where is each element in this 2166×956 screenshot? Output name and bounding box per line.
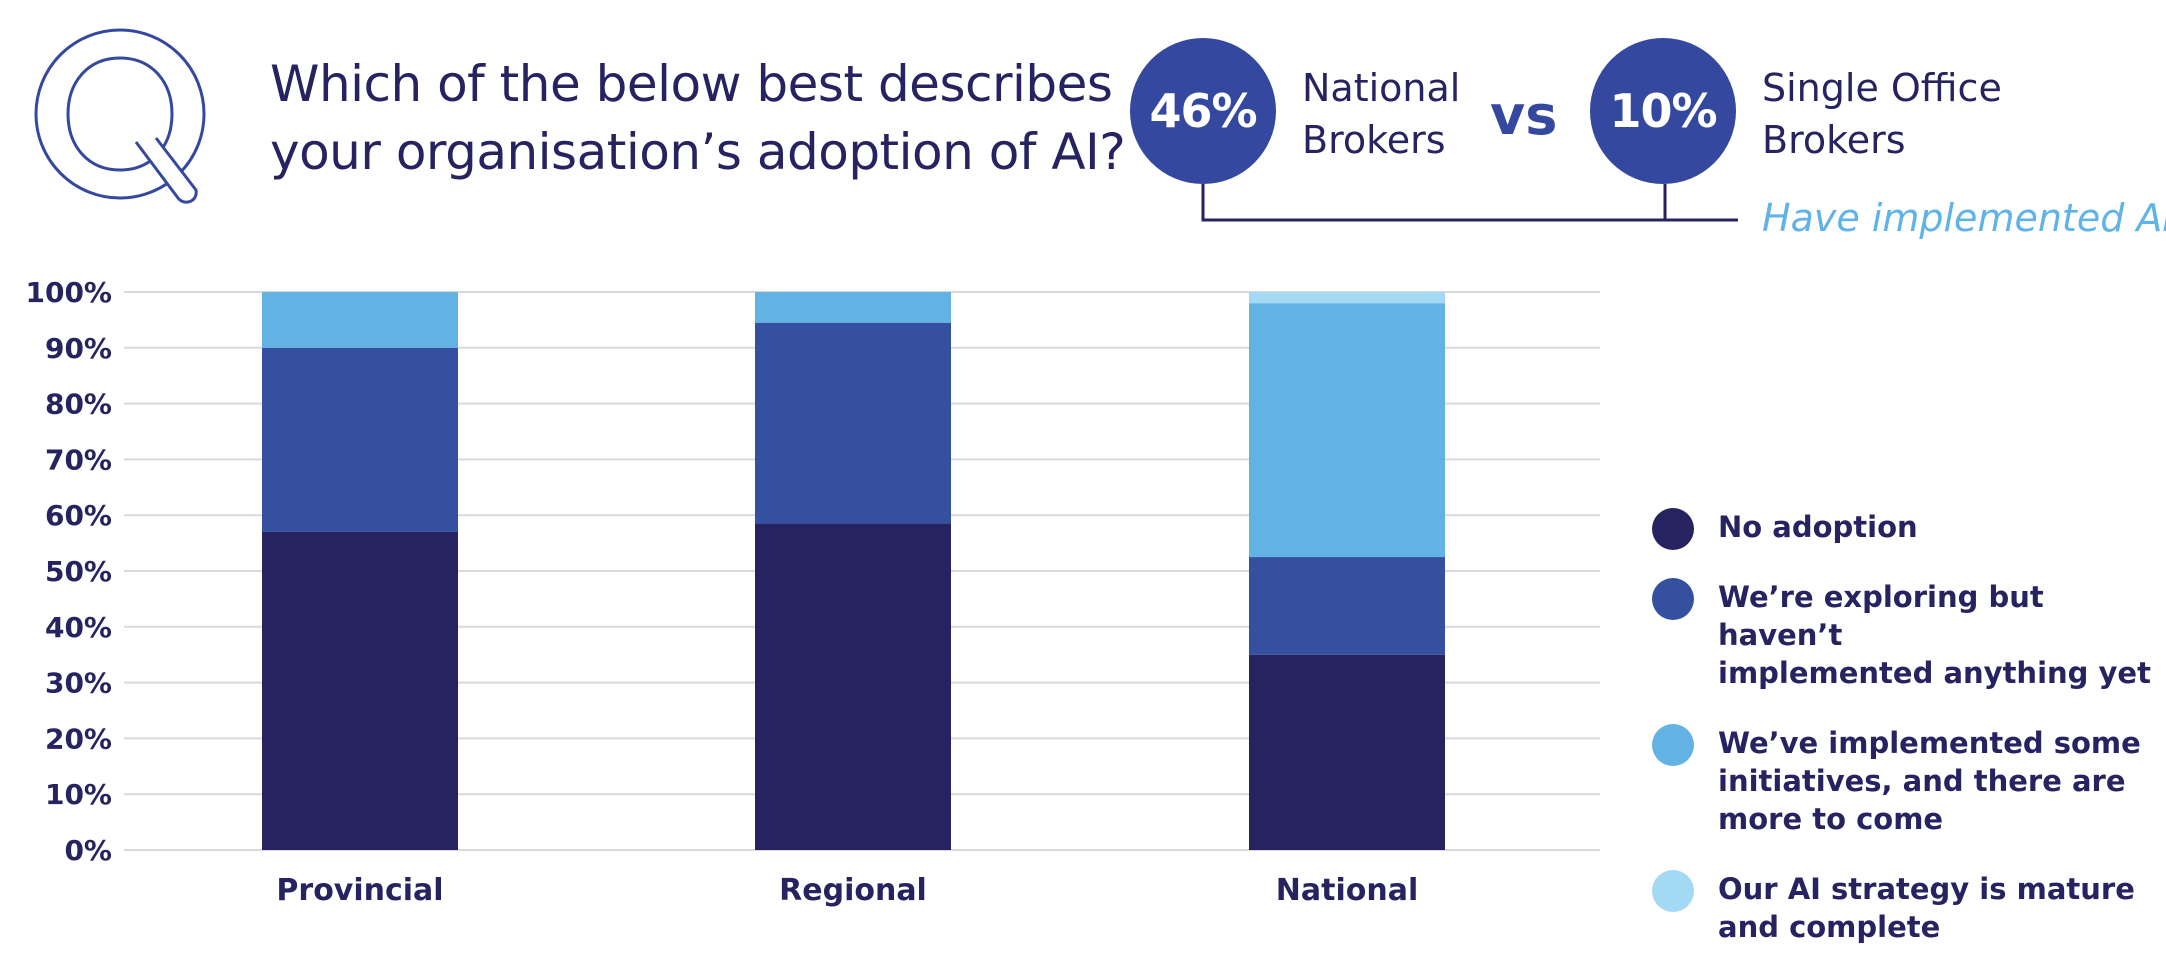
x-axis-category-labels: Provincial Regional National — [276, 873, 1418, 908]
y-tick-label: 10% — [45, 778, 112, 811]
y-tick-label: 70% — [45, 443, 112, 476]
single-office-label-line-2: Brokers — [1762, 118, 1906, 162]
legend-swatch-implemented-some — [1652, 724, 1694, 766]
bar-national-exploring — [1249, 557, 1445, 655]
have-implemented-ai-note: Have implemented AI — [1762, 196, 2166, 240]
single-office-brokers-value: 10% — [1609, 84, 1717, 138]
y-tick-label: 60% — [45, 499, 112, 532]
question-title: Which of the below best describes your o… — [270, 50, 1126, 186]
y-axis-tick-labels: 0% 10% 20% 30% 40% 50% 60% 70% 80% 90% 100% — [25, 276, 112, 867]
bar-national-mature — [1249, 292, 1445, 304]
legend-swatch-no-adoption — [1652, 508, 1694, 550]
y-tick-label: 40% — [45, 611, 112, 644]
bar-provincial-exploring — [262, 347, 458, 532]
question-line-1: Which of the below best describes — [270, 55, 1113, 113]
legend-item-exploring: We’re exploring but haven’t implemented … — [1652, 578, 2152, 692]
bar-provincial-no-adoption — [262, 531, 458, 850]
bar-provincial-implemented-some — [262, 292, 458, 348]
legend-text: and complete — [1718, 910, 1941, 944]
y-tick-label: 90% — [45, 332, 112, 365]
y-tick-label: 0% — [64, 834, 112, 867]
legend-text: initiatives, and there are — [1718, 764, 2126, 798]
bar-regional-exploring — [755, 322, 951, 524]
national-brokers-value: 46% — [1149, 84, 1257, 138]
single-office-label-line-1: Single Office — [1762, 66, 2002, 110]
national-brokers-label-line-2: Brokers — [1302, 118, 1446, 162]
question-q-icon — [34, 28, 206, 204]
legend-text: Our AI strategy is mature — [1718, 872, 2135, 906]
national-brokers-stat: 46% — [1130, 38, 1276, 184]
y-tick-label: 100% — [25, 276, 112, 309]
bar-regional-implemented-some — [755, 292, 951, 323]
legend-text: No adoption — [1718, 510, 1918, 544]
legend-text: implemented anything yet — [1718, 656, 2151, 690]
national-brokers-label: National Brokers — [1302, 62, 1460, 166]
bar-national-implemented-some — [1249, 303, 1445, 558]
legend-swatch-mature — [1652, 870, 1694, 912]
legend-item-implemented-some: We’ve implemented some initiatives, and … — [1652, 724, 2152, 838]
chart-legend: No adoption We’re exploring but haven’t … — [1652, 508, 2152, 946]
category-label-national: National — [1276, 873, 1418, 908]
national-brokers-label-line-1: National — [1302, 66, 1461, 110]
chart-bars — [262, 292, 1445, 850]
legend-item-mature: Our AI strategy is mature and complete — [1652, 870, 2152, 946]
vs-separator: vs — [1490, 84, 1558, 147]
y-tick-label: 20% — [45, 722, 112, 755]
y-tick-label: 30% — [45, 667, 112, 700]
bar-regional-no-adoption — [755, 523, 951, 850]
category-label-provincial: Provincial — [276, 873, 443, 908]
legend-text: more to come — [1718, 802, 1944, 836]
legend-text: We’ve implemented some — [1718, 726, 2141, 760]
single-office-brokers-label: Single Office Brokers — [1762, 62, 2002, 166]
legend-item-no-adoption: No adoption — [1652, 508, 2152, 550]
category-label-regional: Regional — [779, 873, 927, 908]
y-tick-label: 50% — [45, 555, 112, 588]
single-office-brokers-stat: 10% — [1590, 38, 1736, 184]
legend-swatch-exploring — [1652, 578, 1694, 620]
question-line-2: your organisation’s adoption of AI? — [270, 123, 1126, 181]
y-tick-label: 80% — [45, 388, 112, 421]
legend-text: We’re exploring but haven’t — [1718, 580, 2044, 652]
bar-national-no-adoption — [1249, 654, 1445, 850]
